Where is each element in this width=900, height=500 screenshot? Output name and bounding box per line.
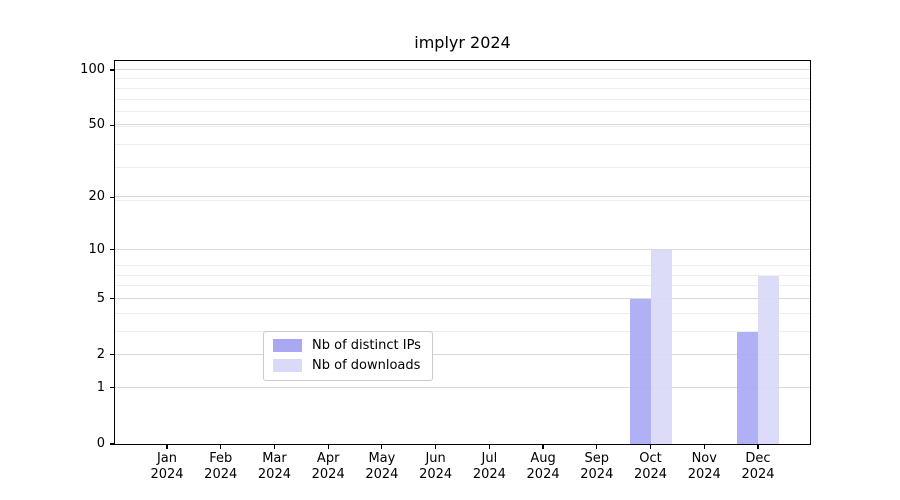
x-tick-label-line: Apr: [316, 451, 340, 466]
x-tick-label-line: 2024: [311, 466, 345, 482]
y-tick-label: 5: [96, 290, 105, 306]
major-gridline: [115, 353, 810, 355]
bar-distinct-ips: [737, 331, 758, 444]
y-tick-label: 10: [88, 241, 105, 257]
x-tick-label-line: 2024: [204, 466, 238, 482]
x-tick: [166, 445, 168, 449]
x-tick-label: Oct 2024: [616, 451, 686, 482]
minor-gridline: [115, 330, 810, 332]
minor-gridline: [115, 78, 810, 80]
bar-downloads: [758, 275, 779, 444]
x-tick-label: Dec 2024: [723, 451, 793, 482]
x-tick-label-line: Oct: [639, 451, 662, 466]
x-tick: [327, 445, 329, 449]
x-tick-label: Mar 2024: [239, 451, 309, 482]
x-tick: [435, 445, 437, 449]
x-tick-label: Sep 2024: [562, 451, 632, 482]
x-tick-label: May 2024: [347, 451, 417, 482]
x-tick-label-line: Nov: [691, 451, 717, 466]
x-tick-label-line: Jan: [156, 451, 178, 466]
minor-gridline: [115, 285, 810, 287]
major-gridline: [115, 196, 810, 198]
x-tick: [381, 445, 383, 449]
minor-gridline: [115, 144, 810, 146]
minor-gridline: [115, 264, 810, 266]
x-tick-label: Apr 2024: [293, 451, 363, 482]
y-tick-label: 20: [88, 189, 105, 205]
minor-gridline: [115, 98, 810, 100]
x-tick: [596, 445, 598, 449]
x-tick-label-line: 2024: [150, 466, 184, 482]
legend-item-distinct-ips: Nb of distinct IPs: [273, 338, 421, 353]
legend-label-downloads: Nb of downloads: [312, 358, 421, 373]
minor-gridline: [115, 167, 810, 169]
x-tick-label-line: 2024: [419, 466, 453, 482]
x-tick-label-line: Jun: [425, 451, 446, 466]
major-gridline: [115, 124, 810, 126]
x-tick: [703, 445, 705, 449]
y-tick: [110, 443, 114, 445]
x-tick: [488, 445, 490, 449]
x-tick-label: Jun 2024: [401, 451, 471, 482]
minor-gridline: [115, 200, 810, 202]
x-tick-label: Jan 2024: [132, 451, 202, 482]
legend-swatch-distinct-ips-icon: [273, 339, 302, 352]
y-tick-label: 0: [96, 436, 105, 451]
x-tick-label-line: May: [368, 451, 396, 466]
minor-gridline: [115, 87, 810, 89]
legend-label-distinct-ips: Nb of distinct IPs: [312, 338, 421, 353]
major-gridline: [115, 297, 810, 299]
x-tick-label: Nov 2024: [669, 451, 739, 482]
y-tick: [110, 249, 114, 251]
legend-swatch-downloads-icon: [273, 359, 302, 372]
x-tick: [542, 445, 544, 449]
minor-gridline: [115, 111, 810, 113]
x-tick-label-line: Jul: [481, 451, 498, 466]
minor-gridline: [115, 274, 810, 276]
plot-area: 0 1 2 5 10 20 50 100 Jan 2024 Feb 2024 Mar 2024 Apr 202…: [80, 60, 811, 482]
x-tick-label: Jul 2024: [454, 451, 524, 482]
y-tick: [110, 196, 114, 198]
chart-title: implyr 2024: [414, 33, 511, 52]
minor-gridline: [115, 312, 810, 314]
x-tick: [649, 445, 652, 449]
major-gridline: [115, 248, 810, 250]
x-tick: [757, 445, 759, 449]
x-tick-label-line: Aug: [530, 451, 556, 466]
y-tick: [110, 124, 114, 126]
x-tick-label-line: Mar: [262, 451, 287, 466]
y-tick: [110, 387, 114, 389]
x-tick-label: Feb 2024: [186, 451, 256, 482]
x-tick-label-line: Sep: [584, 451, 610, 466]
x-tick-label-line: Dec: [745, 451, 771, 466]
x-tick-label-line: 2024: [365, 466, 399, 482]
major-gridline: [115, 69, 810, 70]
major-gridline: [115, 386, 810, 388]
legend-item-downloads: Nb of downloads: [273, 358, 421, 373]
x-tick-label-line: 2024: [741, 466, 775, 482]
y-tick-label: 2: [96, 346, 105, 362]
x-tick-label-line: 2024: [472, 466, 506, 482]
bar-distinct-ips: [629, 298, 651, 444]
y-tick-label: 100: [80, 62, 105, 77]
minor-gridline: [115, 125, 810, 127]
bar-downloads: [650, 249, 672, 444]
x-tick-label-line: Feb: [209, 451, 233, 466]
y-tick: [110, 298, 114, 300]
x-tick-label: Aug 2024: [508, 451, 578, 482]
legend: Nb of distinct IPs Nb of downloads: [263, 331, 433, 381]
x-tick-label-line: 2024: [580, 466, 614, 482]
x-tick-label-line: 2024: [257, 466, 291, 482]
x-tick: [273, 445, 276, 449]
y-tick-label: 50: [88, 117, 105, 133]
x-tick-label-line: 2024: [526, 466, 560, 482]
y-tick-label: 1: [96, 379, 105, 395]
y-tick: [110, 69, 114, 71]
x-tick-label-line: 2024: [633, 466, 668, 482]
x-tick-label-line: 2024: [687, 466, 721, 482]
x-tick: [220, 445, 222, 449]
y-tick: [110, 354, 114, 356]
